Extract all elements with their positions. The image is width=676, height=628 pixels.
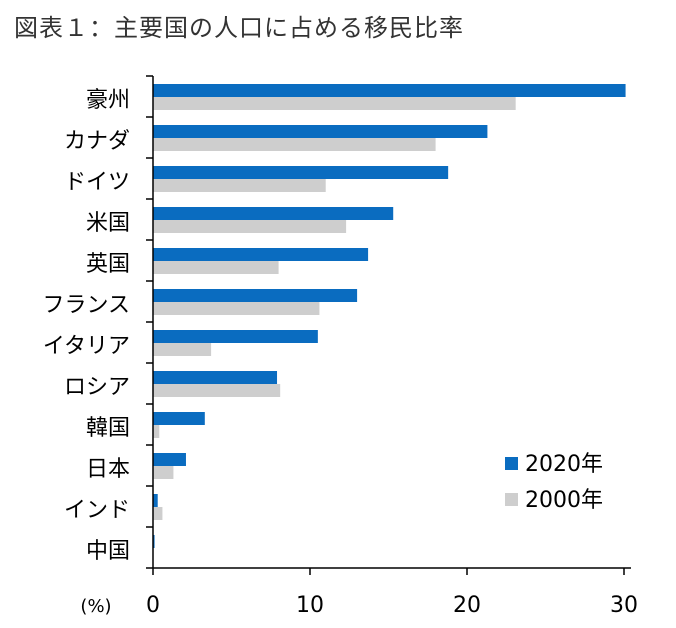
bar-2020-2 <box>153 166 449 179</box>
bar-2000-5 <box>153 302 320 315</box>
x-unit-label: (%) <box>80 596 111 617</box>
category-label: ドイツ <box>64 170 130 195</box>
bar-2000-6 <box>153 343 212 356</box>
bar-2000-8 <box>153 425 160 438</box>
x-tick-label: 0 <box>146 593 160 618</box>
bar-2020-6 <box>153 330 318 343</box>
bar-2000-3 <box>153 220 347 233</box>
legend-label: 2020年 <box>525 452 603 477</box>
category-label: 米国 <box>86 211 130 236</box>
category-label: イタリア <box>43 334 130 359</box>
legend-swatch <box>505 493 518 506</box>
bar-2020-8 <box>153 412 205 425</box>
bar-2000-10 <box>153 507 163 520</box>
bar-2020-10 <box>153 494 158 507</box>
bar-2000-7 <box>153 384 281 397</box>
category-label: フランス <box>42 293 130 318</box>
x-tick-label: 30 <box>610 593 638 618</box>
bar-2020-3 <box>153 207 394 220</box>
legend-swatch <box>505 457 518 470</box>
category-label: 豪州 <box>86 88 130 113</box>
bar-2000-4 <box>153 261 279 274</box>
bar-2020-7 <box>153 371 278 384</box>
category-label: インド <box>64 498 130 523</box>
bar-2020-11 <box>153 535 155 548</box>
category-label: 英国 <box>86 252 130 277</box>
bar-2020-1 <box>153 125 488 138</box>
bar-2000-2 <box>153 179 326 192</box>
category-label: 韓国 <box>86 416 130 441</box>
legend-label: 2000年 <box>525 488 603 513</box>
category-label: 中国 <box>86 539 130 564</box>
x-tick-label: 20 <box>453 593 481 618</box>
bar-2020-9 <box>153 453 186 466</box>
x-tick-label: 10 <box>296 593 324 618</box>
bar-2000-1 <box>153 138 436 151</box>
bar-2020-4 <box>153 248 369 261</box>
bar-2000-0 <box>153 97 516 110</box>
category-label: ロシア <box>64 375 130 400</box>
bar-2000-9 <box>153 466 174 479</box>
bar-2020-5 <box>153 289 358 302</box>
bar-2020-0 <box>153 84 626 97</box>
chart-title: 図表１：主要国の人口に占める移民比率 <box>14 14 464 42</box>
category-label: カナダ <box>64 129 130 154</box>
category-label: 日本 <box>86 457 130 482</box>
